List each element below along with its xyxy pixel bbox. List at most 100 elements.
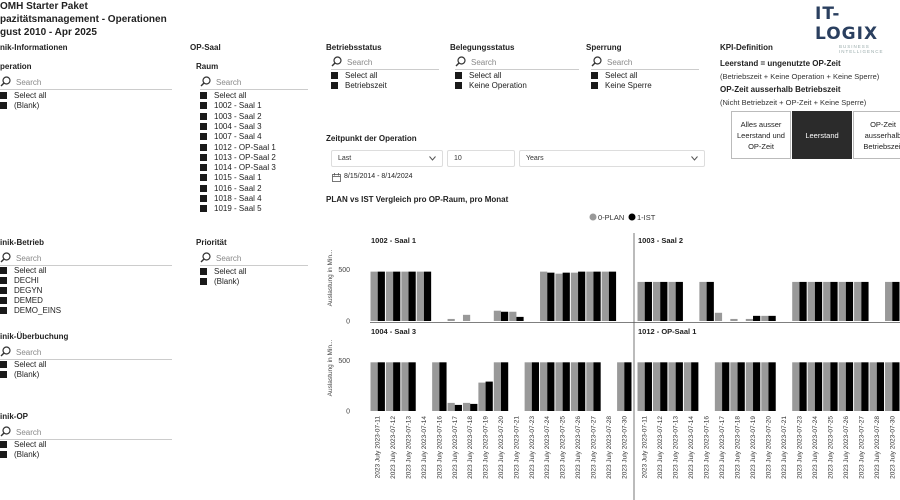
- checkbox[interactable]: [0, 371, 7, 378]
- date-range-text: 8/15/2014 - 8/14/2024: [344, 173, 413, 180]
- checkbox[interactable]: [200, 122, 207, 130]
- raum-search-input[interactable]: Search: [200, 75, 308, 90]
- checkbox[interactable]: [591, 72, 598, 79]
- sperrung-search-input[interactable]: Search: [591, 55, 699, 70]
- list-item[interactable]: Select all: [200, 267, 246, 277]
- x-tick-label: 2023 July 2023-07-13: [406, 416, 413, 479]
- checkbox[interactable]: [200, 268, 207, 275]
- dropdown-value: Last: [338, 155, 352, 162]
- checkbox[interactable]: [200, 133, 207, 141]
- klinik-op-search-input[interactable]: Search: [0, 425, 172, 440]
- bar-plan: [838, 362, 846, 411]
- checkbox[interactable]: [455, 72, 462, 79]
- list-item[interactable]: 1018 - Saal 4: [200, 194, 262, 204]
- list-item[interactable]: Betriebszeit: [331, 81, 387, 91]
- checkbox[interactable]: [200, 102, 207, 110]
- list-item[interactable]: DEMO_EINS: [0, 306, 61, 316]
- checkbox[interactable]: [200, 92, 207, 99]
- checkbox[interactable]: [0, 441, 7, 448]
- list-item[interactable]: 1016 - Saal 2: [200, 184, 262, 194]
- list-item[interactable]: 1007 - Saal 4: [200, 132, 262, 142]
- kpi-button-leerstand[interactable]: Leerstand: [792, 111, 852, 159]
- checkbox[interactable]: [200, 184, 207, 192]
- x-tick-label: 2023 July 2023-07-30: [621, 416, 628, 479]
- checkbox[interactable]: [200, 112, 207, 120]
- list-item[interactable]: Select all: [0, 266, 46, 276]
- checkbox[interactable]: [591, 82, 598, 89]
- list-item[interactable]: 1014 - OP-Saal 3: [200, 163, 276, 173]
- list-item[interactable]: DECHI: [0, 276, 39, 286]
- checkbox[interactable]: [455, 82, 462, 89]
- search-icon: [0, 252, 11, 263]
- list-item[interactable]: Keine Operation: [455, 81, 527, 91]
- checkbox[interactable]: [200, 153, 207, 161]
- bar-plan: [570, 362, 579, 411]
- checkbox[interactable]: [200, 143, 207, 151]
- kpi-button-opzeit[interactable]: OP-Zeit ausserhalb Betriebszeit: [853, 111, 900, 159]
- checkbox[interactable]: [200, 164, 207, 172]
- logo-text: IT-LOGIX: [815, 4, 879, 44]
- list-item[interactable]: Select all: [0, 360, 46, 370]
- list-item[interactable]: 1012 - OP-Saal 1: [200, 143, 276, 153]
- kpi-button-alles[interactable]: Alles ausser Leerstand und OP-Zeit: [731, 111, 791, 159]
- checkbox[interactable]: [200, 205, 207, 213]
- checkbox[interactable]: [0, 92, 7, 99]
- x-tick-label: 2023 July 2023-07-21: [781, 416, 788, 479]
- checkbox[interactable]: [331, 72, 338, 79]
- checkbox[interactable]: [0, 307, 7, 314]
- list-item[interactable]: (Blank): [0, 450, 39, 460]
- checkbox[interactable]: [200, 195, 207, 202]
- checkbox[interactable]: [0, 267, 7, 274]
- panel-title: 1012 - OP-Saal 1: [638, 327, 696, 336]
- checkbox[interactable]: [0, 277, 7, 284]
- checkbox[interactable]: [0, 102, 7, 109]
- search-placeholder: Search: [16, 428, 42, 437]
- x-tick-label: 2023 July 2023-07-13: [673, 416, 680, 479]
- list-item[interactable]: (Blank): [0, 370, 39, 380]
- bar-ist: [624, 362, 632, 411]
- search-placeholder: Search: [16, 254, 42, 263]
- x-tick-label: 2023 July 2023-07-11: [642, 416, 649, 479]
- bar-plan: [854, 281, 862, 321]
- prioritaet-search-input[interactable]: Search: [200, 251, 308, 266]
- relative-mode-dropdown[interactable]: Last: [331, 150, 443, 167]
- relative-unit-dropdown[interactable]: Years: [519, 150, 705, 167]
- dropdown-value: Years: [526, 155, 544, 162]
- list-item[interactable]: 1019 - Saal 5: [200, 204, 262, 214]
- list-item[interactable]: DEMED: [0, 296, 43, 306]
- list-item[interactable]: Select all: [0, 440, 46, 450]
- panel-title: 1003 - Saal 2: [638, 236, 683, 245]
- list-item[interactable]: (Blank): [200, 277, 239, 287]
- list-item[interactable]: 1013 - OP-Saal 2: [200, 153, 276, 163]
- list-item[interactable]: Select all: [591, 71, 637, 81]
- bar-ist: [439, 362, 447, 411]
- list-item[interactable]: Select all: [331, 71, 377, 81]
- checkbox[interactable]: [331, 82, 338, 89]
- belegungsstatus-search-input[interactable]: Search: [455, 55, 579, 70]
- klinik-ueberbuchung-search-input[interactable]: Search: [0, 345, 172, 360]
- list-item[interactable]: Select all: [0, 91, 46, 101]
- list-item[interactable]: 1003 - Saal 2: [200, 112, 262, 122]
- list-item[interactable]: (Blank): [0, 101, 39, 111]
- checkbox[interactable]: [0, 297, 7, 304]
- operation-search-input[interactable]: Search: [0, 75, 172, 90]
- list-item[interactable]: Keine Sperre: [591, 81, 652, 91]
- checkbox[interactable]: [0, 451, 7, 458]
- checkbox[interactable]: [200, 278, 207, 285]
- checkbox[interactable]: [200, 174, 207, 182]
- list-item[interactable]: Select all: [200, 91, 246, 101]
- list-item[interactable]: Select all: [455, 71, 501, 81]
- klinik-betrieb-search-input[interactable]: Search: [0, 251, 172, 266]
- bar-plan: [385, 271, 394, 321]
- list-item[interactable]: 1004 - Saal 3: [200, 122, 262, 132]
- list-item[interactable]: DEGYN: [0, 286, 42, 296]
- list-item[interactable]: 1015 - Saal 1: [200, 173, 262, 183]
- bar-ist: [861, 281, 869, 321]
- list-item[interactable]: 1002 - Saal 1: [200, 101, 262, 111]
- relative-count-input[interactable]: 10: [447, 150, 515, 167]
- klinik-ueberbuchung-label: inik-Überbuchung: [0, 332, 69, 341]
- checkbox[interactable]: [0, 287, 7, 294]
- checkbox[interactable]: [0, 361, 7, 368]
- betriebsstatus-search-input[interactable]: Search: [331, 55, 439, 70]
- logo-subtext: BUSINESS INTELLIGENCE: [839, 44, 884, 54]
